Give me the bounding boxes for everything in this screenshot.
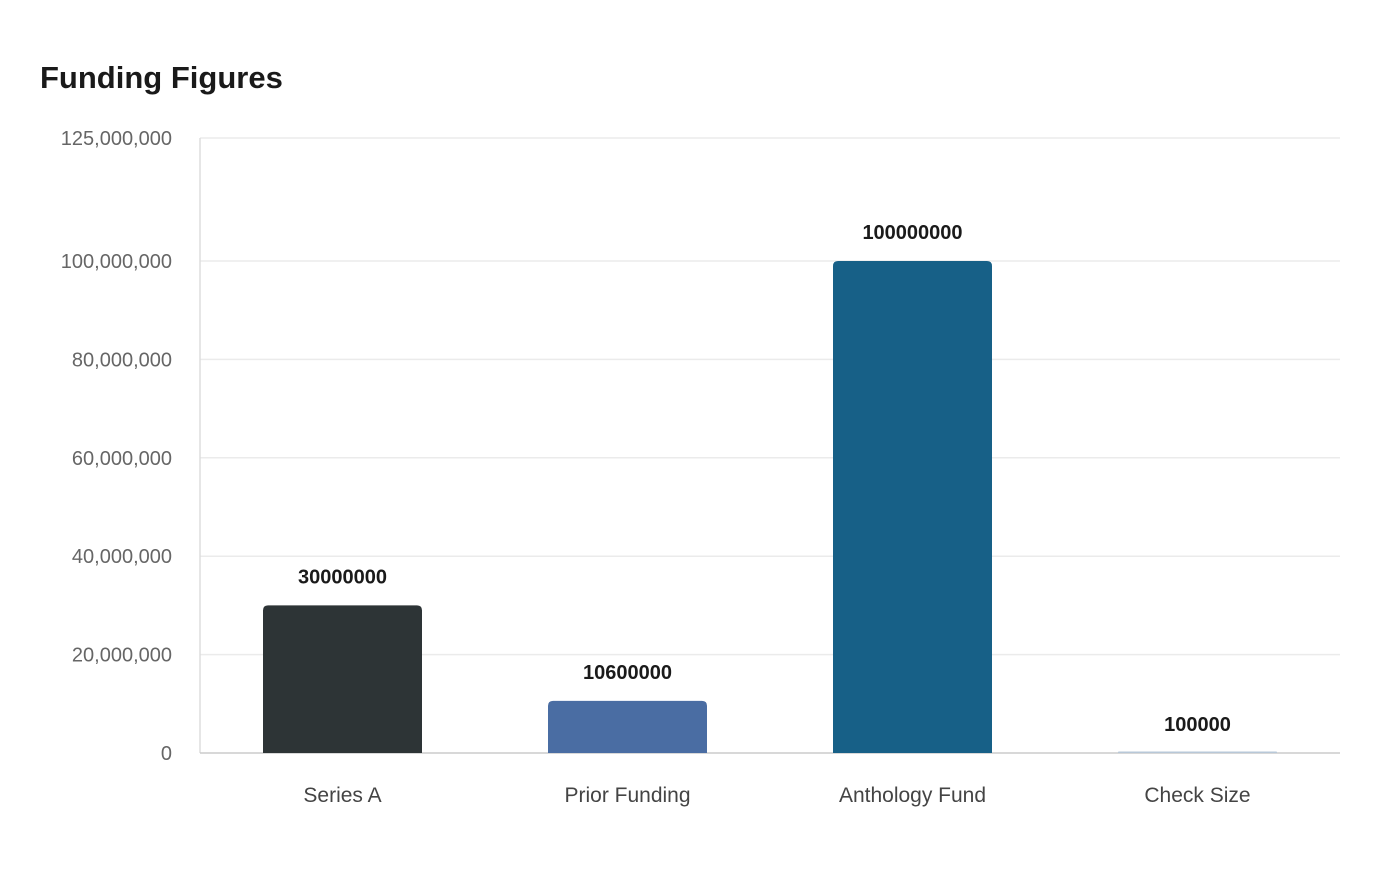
data-labels: 30000000 10600000 100000000 100000: [298, 222, 1231, 736]
bar-anthology-fund: [833, 261, 992, 753]
y-tick-label: 125,000,000: [61, 128, 172, 150]
bar-value-label: 30000000: [298, 566, 387, 588]
bars: [263, 261, 1277, 753]
y-tick-label: 0: [161, 743, 172, 765]
chart-title: Funding Figures: [40, 60, 283, 95]
y-tick-label: 80,000,000: [72, 349, 172, 371]
y-tick-label: 40,000,000: [72, 546, 172, 568]
y-tick-label: 20,000,000: [72, 645, 172, 667]
bar-value-label: 100000000: [862, 222, 962, 244]
y-axis-ticks: 0 20,000,000 40,000,000 60,000,000 80,000,00…: [61, 128, 172, 765]
bar-value-label: 10600000: [583, 662, 672, 684]
bar-prior-funding: [548, 700, 707, 753]
y-tick-label: 100,000,000: [61, 251, 172, 273]
bar-value-label: 100000: [1164, 714, 1231, 736]
bar-series-a: [263, 605, 422, 753]
x-category-label: Anthology Fund: [839, 784, 986, 807]
x-category-label: Check Size: [1144, 784, 1250, 807]
y-tick-label: 60,000,000: [72, 448, 172, 470]
x-axis-categories: Series A Prior Funding Anthology Fund Check…: [303, 784, 1250, 807]
bar-check-size: [1118, 751, 1277, 753]
x-category-label: Prior Funding: [564, 784, 690, 807]
x-category-label: Series A: [303, 784, 381, 807]
